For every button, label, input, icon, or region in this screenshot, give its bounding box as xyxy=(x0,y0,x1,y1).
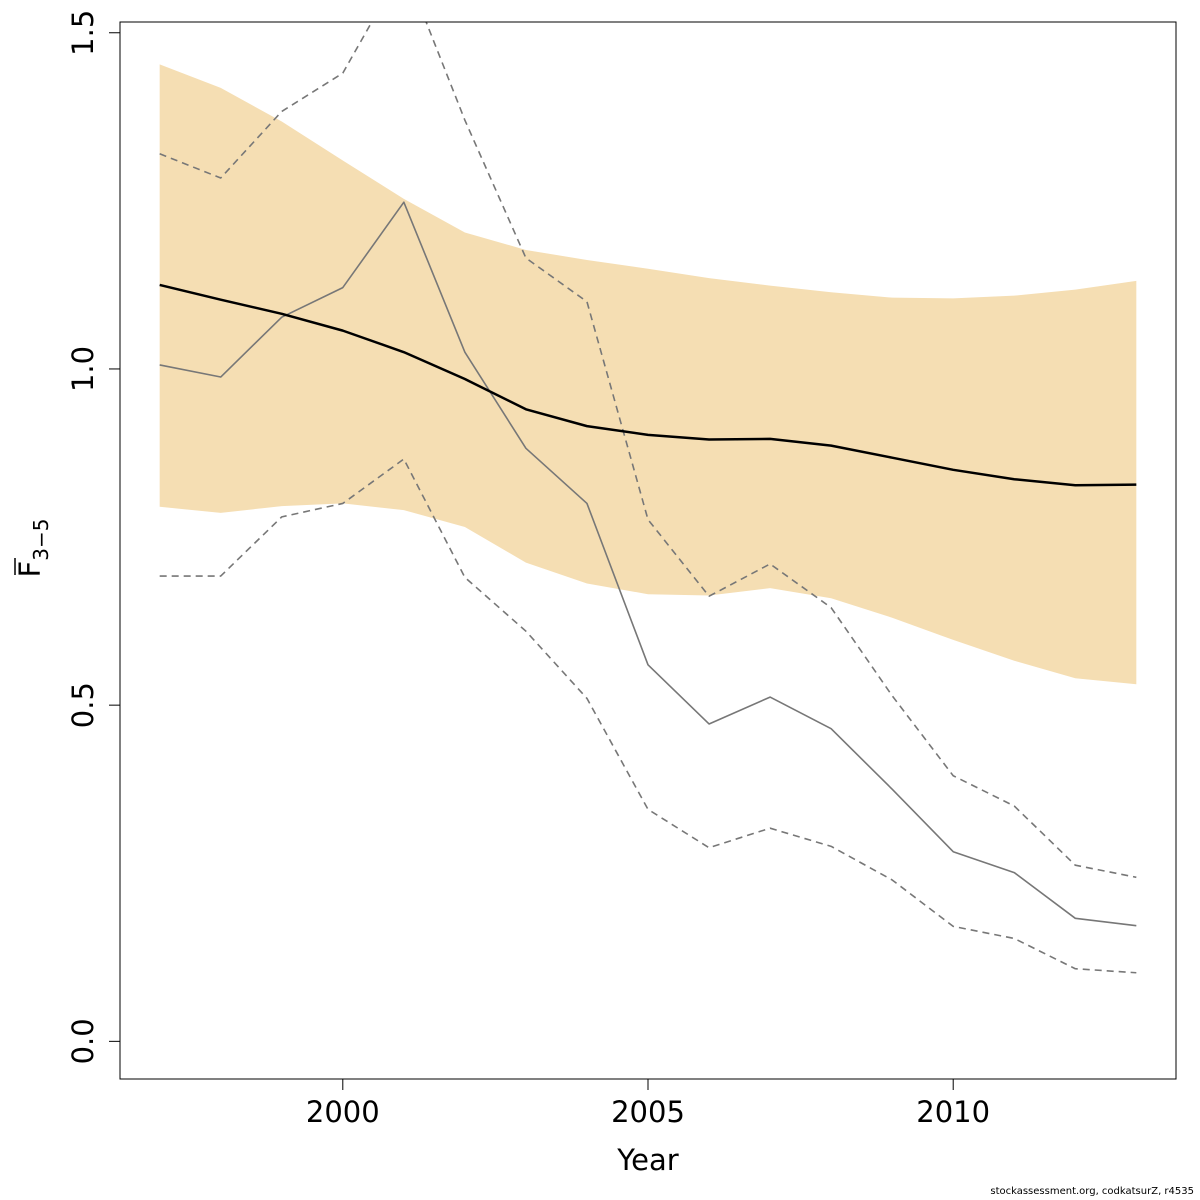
y-tick-label: 0.0 xyxy=(66,1018,100,1064)
confidence-band xyxy=(159,64,1137,685)
series-line-layer xyxy=(159,22,1137,974)
x-tick-label: 2005 xyxy=(611,1095,685,1129)
y-axis-title: F3−5 xyxy=(13,519,53,578)
series-lower-dashed-line xyxy=(159,458,1137,974)
axis-layer: 2000 2005 2010 0.0 0.5 1.0 1.5 xyxy=(66,10,990,1129)
credit-text: stockassessment.org, codkatsurZ, r4535 xyxy=(990,1186,1194,1197)
series-line xyxy=(159,201,1137,927)
y-tick-label: 1.5 xyxy=(66,10,100,56)
svg-text:F3−5: F3−5 xyxy=(13,519,53,578)
y-axis-title-subscript: 3−5 xyxy=(29,519,53,561)
y-axis-title-main: F xyxy=(13,561,47,578)
x-tick-label: 2010 xyxy=(916,1095,990,1129)
series-upper-dashed-line xyxy=(159,22,1137,879)
estimate-line xyxy=(159,283,1137,487)
y-tick-label: 1.0 xyxy=(66,346,100,392)
x-axis-title: Year xyxy=(616,1143,678,1177)
confidence-band-layer xyxy=(159,64,1137,685)
y-tick-label: 0.5 xyxy=(66,682,100,728)
x-tick-label: 2000 xyxy=(306,1095,380,1129)
